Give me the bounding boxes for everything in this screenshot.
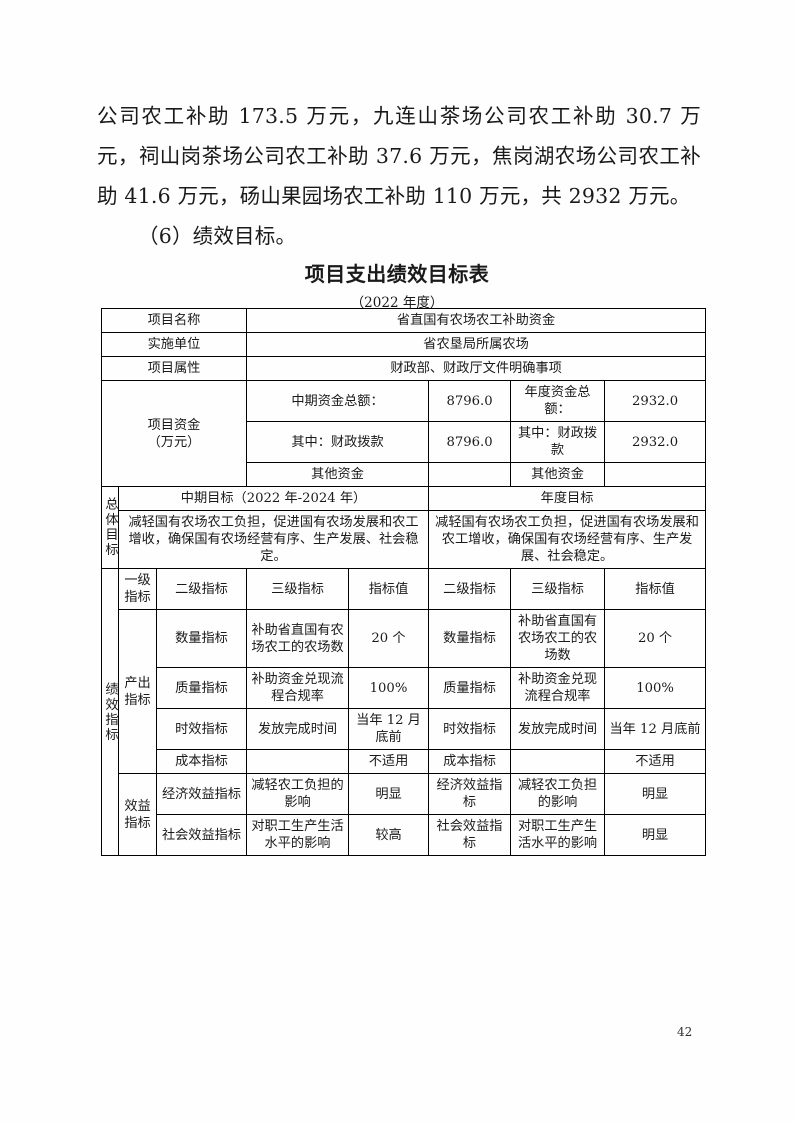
cell-mid-level2: 经济效益指标 [155,773,248,815]
page-number: 42 [677,1025,693,1039]
cell-annual-level2: 社会效益指标 [428,814,512,856]
cell-mid-level2: 质量指标 [155,667,248,709]
cell-annual-level3: 补助省直国有农场农工的农场数 [510,609,606,668]
mid-total-value: 8796.0 [428,380,512,422]
mid-appropriation-label: 其中：财政拨款 [246,421,430,463]
header-annual-level3: 三级指标 [510,568,606,610]
header-annual-value: 指标值 [604,568,707,610]
cell-mid-value: 当年 12 月底前 [348,708,430,750]
table-subtitle: （2022 年度） [350,295,444,311]
funding-label-unit: （万元） [147,434,201,450]
table-row-output-1: 产出指标 数量指标 补助省直国有农场农工的农场数 20 个 数量指标 补助省直国… [102,609,707,774]
cell-annual-level2: 时效指标 [428,708,512,750]
cell-mid-level2: 成本指标 [155,749,248,774]
body-paragraph: 公司农工补助 173.5 万元，九连山茶场公司农工补助 30.7 万元，祠山岗茶… [97,104,701,208]
annual-appropriation-label: 其中：财政拨款 [510,421,606,463]
table-row-funding-appropriation: 其中：财政拨款 8796.0 其中：财政拨款 2932.0 [102,421,707,463]
cell-mid-value: 100% [348,667,430,709]
mid-appropriation-value: 8796.0 [428,421,512,463]
annual-total-value: 2932.0 [604,380,707,422]
project-name-label: 项目名称 [100,308,248,333]
table-row-funding-total: 项目资金 （万元） 中期资金总额： 8796.0 年度资金总额： 2932.0 [100,380,707,487]
cell-mid-value: 不适用 [348,749,430,774]
group-label-output: 产出指标 [118,609,157,774]
annual-appropriation-value: 2932.0 [604,421,707,463]
overall-annual-text: 减轻国有农场农工负担，促进国有农场发展和农工增收，确保国有农场经营有序、生产发展… [428,510,707,569]
cell-mid-level3: 补助省直国有农场农工的农场数 [246,609,350,668]
cell-annual-level3: 发放完成时间 [510,708,606,750]
cell-annual-level2: 数量指标 [428,609,512,668]
section-heading: （6）绩效目标。 [138,224,297,248]
table-row-output-3: 时效指标 发放完成时间 当年 12 月底前 时效指标 发放完成时间 当年 12 … [102,708,707,750]
table-row-funding-other: 其他资金 其他资金 [102,462,707,487]
cell-mid-value: 明显 [348,773,430,815]
cell-annual-value: 20 个 [604,609,707,668]
project-name-value: 省直国有农场农工补助资金 [246,308,707,333]
cell-mid-level3 [246,749,350,774]
group-label-benefit: 效益指标 [118,773,157,856]
cell-annual-value: 不适用 [604,749,707,774]
attribute-value: 财政部、财政厅文件明确事项 [246,356,707,381]
annual-total-label: 年度资金总额： [510,380,606,422]
cell-annual-level3 [510,749,606,774]
table-row-benefit-1: 效益指标 经济效益指标 减轻农工负担的影响 明显 经济效益指标 减轻农工负担的影… [102,773,707,856]
table-row-output-2: 质量指标 补助资金兑现流程合规率 100% 质量指标 补助资金兑现流程合规率 1… [102,667,707,709]
cell-mid-value: 20 个 [348,609,430,668]
mid-total-label: 中期资金总额： [246,380,430,422]
unit-label: 实施单位 [100,332,248,357]
body-paragraph-block: 公司农工补助 173.5 万元，九连山茶场公司农工补助 30.7 万元，祠山岗茶… [97,96,701,256]
cell-mid-level2: 社会效益指标 [155,814,248,856]
mid-other-label: 其他资金 [246,462,430,487]
cell-annual-value: 100% [604,667,707,709]
table-row-attribute: 项目属性 财政部、财政厅文件明确事项 [100,356,707,381]
overall-side-label: 总体目标 [101,486,119,569]
overall-annual-header: 年度目标 [428,486,707,511]
table-row-unit: 实施单位 省农垦局所属农场 [100,332,707,357]
table-row-overall-header: 总体目标 中期目标（2022 年-2024 年） 年度目标 [101,486,707,569]
performance-side-label: 绩效指标 [101,568,119,856]
header-level1: 一级指标 [118,568,157,610]
cell-annual-level3: 补助资金兑现流程合规率 [510,667,606,709]
cell-annual-level2: 质量指标 [428,667,512,709]
cell-annual-value: 明显 [604,814,707,856]
header-annual-level2: 二级指标 [428,568,512,610]
cell-annual-value: 当年 12 月底前 [604,708,707,750]
header-mid-value: 指标值 [348,568,430,610]
overall-mid-header: 中期目标（2022 年-2024 年） [117,486,430,511]
cell-mid-value: 较高 [348,814,430,856]
cell-mid-level3: 补助资金兑现流程合规率 [246,667,350,709]
cell-annual-level3: 对职工生产生活水平的影响 [510,814,606,856]
overall-mid-text: 减轻国有农场农工负担，促进国有农场发展和农工增收，确保国有农场经营有序、生产发展… [117,510,430,569]
cell-annual-level2: 成本指标 [428,749,512,774]
table-title: 项目支出绩效目标表 [304,262,490,286]
cell-mid-level3: 对职工生产生活水平的影响 [246,814,350,856]
mid-other-value [428,462,512,487]
table-row-overall-text: 减轻国有农场农工负担，促进国有农场发展和农工增收，确保国有农场经营有序、生产发展… [102,510,707,569]
annual-other-value [604,462,707,487]
attribute-label: 项目属性 [100,356,248,381]
funding-label: 项目资金 （万元） [100,380,248,487]
performance-goal-table: 项目名称 省直国有农场农工补助资金 实施单位 省农垦局所属农场 项目属性 财政部… [100,308,707,856]
cell-annual-value: 明显 [604,773,707,815]
cell-mid-level3: 发放完成时间 [246,708,350,750]
table-row-benefit-2: 社会效益指标 对职工生产生活水平的影响 较高 社会效益指标 对职工生产生活水平的… [102,814,707,856]
cell-mid-level3: 减轻农工负担的影响 [246,773,350,815]
cell-mid-level2: 数量指标 [155,609,248,668]
funding-label-main: 项目资金 [147,417,201,433]
cell-mid-level2: 时效指标 [155,708,248,750]
table-row-output-4: 成本指标 不适用 成本指标 不适用 [102,749,707,774]
unit-value: 省农垦局所属农场 [246,332,707,357]
cell-annual-level3: 减轻农工负担的影响 [510,773,606,815]
table-row-project-name: 项目名称 省直国有农场农工补助资金 [100,308,707,333]
header-mid-level2: 二级指标 [155,568,248,610]
header-mid-level3: 三级指标 [246,568,350,610]
table-row-indicator-header: 绩效指标 一级指标 二级指标 三级指标 指标值 二级指标 三级指标 指标值 [101,568,707,856]
cell-annual-level2: 经济效益指标 [428,773,512,815]
annual-other-label: 其他资金 [510,462,606,487]
